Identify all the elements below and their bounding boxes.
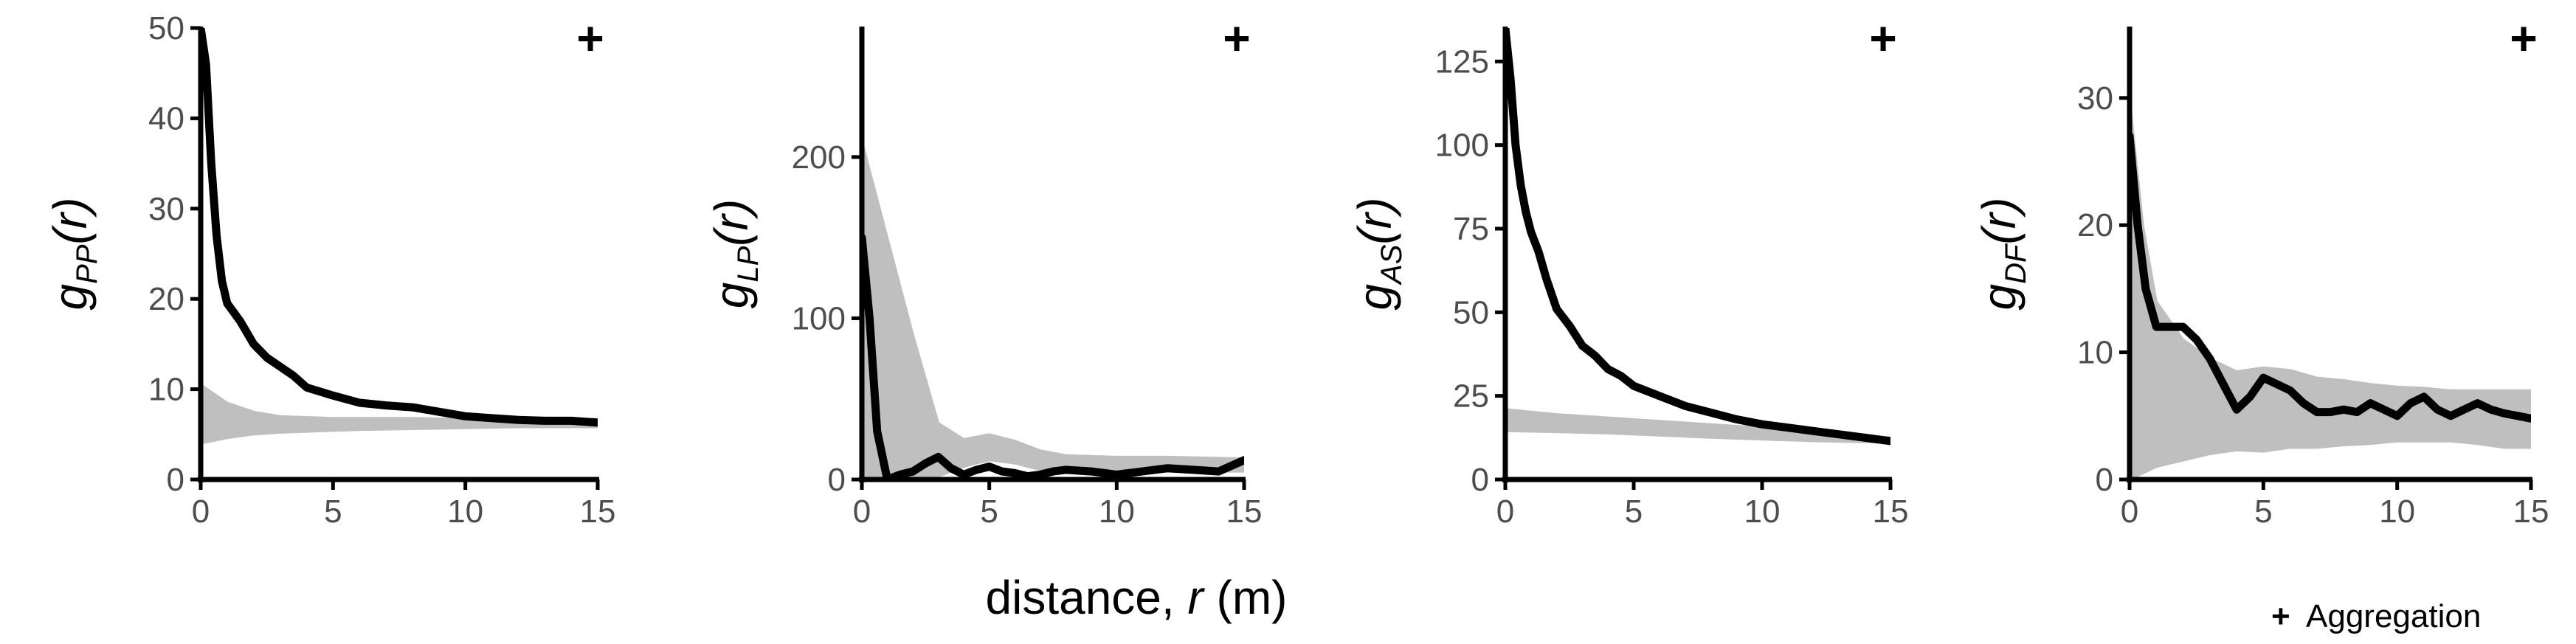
y-axis-title-argument: (r) bbox=[1972, 198, 2026, 245]
y-axis-title-main: g bbox=[44, 283, 97, 310]
y-tick-label: 30 bbox=[148, 191, 184, 227]
x-tick-label: 0 bbox=[1496, 494, 1514, 530]
envelope-band bbox=[201, 383, 598, 445]
y-axis-title-main: g bbox=[1972, 283, 2026, 310]
y-tick-label: 30 bbox=[2077, 80, 2113, 117]
y-axis-title-argument: (r) bbox=[1348, 198, 1401, 245]
panel-2: 0 100 200 0 5 10 15 gLP(r) + bbox=[705, 12, 1262, 530]
x-tick-label: 15 bbox=[580, 494, 616, 530]
y-axis-title-subscript: PP bbox=[71, 244, 103, 284]
y-tick-label: 75 bbox=[1453, 211, 1489, 247]
y-axis-title-subscript: DF bbox=[2000, 243, 2032, 284]
aggregation-marker: + bbox=[576, 12, 604, 65]
observed-line bbox=[201, 28, 598, 427]
y-tick-label: 25 bbox=[1453, 378, 1489, 415]
observed-line bbox=[2130, 132, 2531, 423]
x-axis-title-prefix: distance, bbox=[986, 571, 1188, 624]
x-tick-label: 5 bbox=[1625, 494, 1643, 530]
envelope-band bbox=[1505, 408, 1890, 444]
y-axis-title-subscript: AS bbox=[1375, 244, 1408, 285]
envelope-band bbox=[862, 140, 1244, 479]
x-tick-label: 10 bbox=[1744, 494, 1781, 530]
y-tick-label: 0 bbox=[167, 462, 184, 498]
y-tick-label: 50 bbox=[1453, 294, 1489, 330]
legend-label: Aggregation bbox=[2306, 598, 2481, 634]
y-axis-title: gAS(r) bbox=[1348, 198, 1408, 311]
x-tick-label: 0 bbox=[853, 494, 871, 530]
y-tick-label: 50 bbox=[148, 10, 184, 46]
x-tick-label: 0 bbox=[2121, 494, 2138, 530]
x-tick-label: 10 bbox=[1099, 494, 1135, 530]
aggregation-marker: + bbox=[1869, 12, 1896, 65]
x-axis-title-suffix: (m) bbox=[1204, 571, 1288, 624]
x-tick-label: 5 bbox=[980, 494, 998, 530]
y-tick-label: 100 bbox=[1435, 128, 1489, 164]
x-tick-label: 15 bbox=[1873, 494, 1909, 530]
y-axis-title: gPP(r) bbox=[44, 198, 103, 311]
panel-3: 0 25 50 75 100 125 0 5 10 15 gAS(r) + bbox=[1348, 12, 1908, 530]
y-axis-title: gDF(r) bbox=[1972, 198, 2032, 311]
x-tick-label: 5 bbox=[324, 494, 342, 530]
legend-symbol: + bbox=[2271, 598, 2290, 634]
envelope-band bbox=[2130, 97, 2531, 479]
y-axis-title: gLP(r) bbox=[705, 199, 764, 308]
y-tick-label: 125 bbox=[1435, 44, 1489, 80]
x-tick-label: 15 bbox=[1226, 494, 1263, 530]
y-tick-label: 0 bbox=[2096, 462, 2113, 498]
aggregation-marker: + bbox=[2510, 12, 2537, 65]
y-tick-label: 20 bbox=[148, 281, 184, 317]
x-tick-label: 10 bbox=[2379, 494, 2415, 530]
panel-4: 0 10 20 30 0 5 10 15 gDF(r) + bbox=[1972, 12, 2549, 530]
y-tick-label: 0 bbox=[1471, 462, 1489, 498]
y-axis-title-main: g bbox=[1348, 283, 1401, 310]
x-tick-label: 5 bbox=[2254, 494, 2272, 530]
panel-1: 0 10 20 30 40 50 0 5 10 15 gPP(r) + bbox=[44, 10, 615, 530]
y-axis-title-argument: (r) bbox=[705, 199, 758, 246]
x-axis-title-variable: r bbox=[1187, 571, 1205, 624]
y-tick-label: 10 bbox=[2077, 335, 2113, 371]
y-tick-label: 40 bbox=[148, 100, 184, 136]
y-tick-label: 100 bbox=[792, 300, 846, 336]
x-tick-label: 0 bbox=[192, 494, 210, 530]
y-tick-label: 200 bbox=[792, 139, 846, 176]
legend: + Aggregation bbox=[2271, 598, 2481, 634]
y-axis-title-main: g bbox=[705, 282, 758, 308]
y-tick-label: 0 bbox=[828, 462, 846, 498]
y-axis-title-argument: (r) bbox=[44, 198, 97, 245]
x-tick-label: 15 bbox=[2513, 494, 2549, 530]
y-axis-title-subscript: LP bbox=[732, 246, 764, 282]
observed-line bbox=[1505, 28, 1890, 446]
observed-line bbox=[862, 233, 1244, 479]
x-tick-label: 10 bbox=[447, 494, 483, 530]
y-tick-label: 10 bbox=[148, 372, 184, 408]
aggregation-marker: + bbox=[1223, 12, 1250, 65]
x-axis-title: distance, r (m) bbox=[986, 571, 1288, 624]
y-tick-label: 20 bbox=[2077, 207, 2113, 243]
